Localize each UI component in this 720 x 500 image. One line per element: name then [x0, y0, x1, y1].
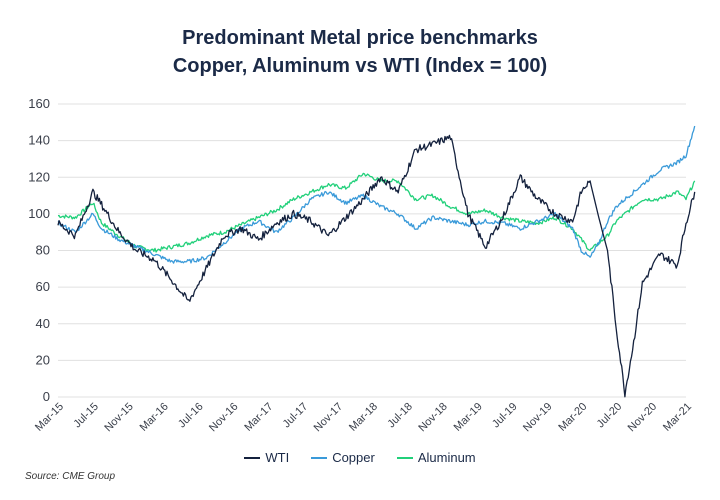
source-note: Source: CME Group	[25, 471, 116, 482]
series-line-copper	[57, 125, 696, 264]
x-tick-label: Jul-17	[281, 401, 311, 431]
x-tick-label: Jul-16	[176, 401, 206, 431]
y-tick-label: 20	[36, 352, 50, 367]
y-axis: 0 20 40 60 80 100 120 140 160	[28, 96, 50, 404]
y-tick-label: 80	[36, 243, 50, 258]
legend-swatch-wti	[244, 456, 261, 459]
legend-item-aluminum: Aluminum	[396, 450, 476, 465]
legend-swatch-copper	[311, 456, 328, 459]
legend-item-copper: Copper	[311, 450, 375, 465]
x-axis: Mar-15 Jul-15 Nov-15 Mar-16 Jul-16 Nov-16 Mar-…	[33, 401, 694, 435]
x-tick-label: Nov-16	[207, 401, 241, 435]
y-tick-label: 100	[28, 206, 50, 221]
legend-label-wti: WTI	[265, 450, 290, 465]
x-tick-label: Jul-19	[490, 401, 520, 431]
legend-item-wti: WTI	[244, 450, 289, 465]
x-tick-label: Mar-18	[347, 401, 380, 434]
x-tick-label: Nov-19	[521, 401, 555, 435]
gridlines	[58, 103, 686, 398]
legend-swatch-aluminum	[396, 456, 413, 459]
x-tick-label: Mar-17	[242, 401, 275, 434]
series-line-aluminum	[57, 172, 696, 253]
x-tick-label: Mar-19	[452, 401, 485, 434]
y-tick-label: 40	[36, 316, 50, 331]
chart-subtitle: Copper, Aluminum vs WTI (Index = 100)	[172, 55, 548, 77]
y-tick-label: 120	[28, 169, 50, 184]
x-tick-label: Nov-17	[312, 401, 346, 435]
legend-label-aluminum: Aluminum	[417, 450, 476, 465]
legend: WTI Copper Aluminum	[0, 450, 720, 465]
x-tick-label: Mar-21	[661, 401, 694, 434]
x-tick-label: Mar-20	[556, 401, 589, 434]
chart-title-block: Predominant Metal price benchmarks Coppe…	[0, 24, 720, 80]
x-tick-label: Mar-15	[33, 401, 66, 434]
x-tick-label: Nov-15	[102, 401, 136, 435]
x-tick-label: Nov-20	[626, 401, 660, 435]
x-tick-label: Nov-18	[416, 401, 450, 435]
series-lines	[57, 125, 696, 398]
chart-title: Predominant Metal price benchmarks	[182, 27, 538, 49]
y-tick-label: 0	[43, 389, 50, 404]
x-tick-label: Mar-16	[138, 401, 171, 434]
legend-label-copper: Copper	[332, 450, 375, 465]
y-tick-label: 160	[28, 96, 50, 111]
x-tick-label: Jul-20	[595, 401, 625, 431]
x-tick-label: Jul-15	[71, 401, 101, 431]
x-tick-label: Jul-18	[385, 401, 415, 431]
y-tick-label: 60	[36, 279, 50, 294]
y-tick-label: 140	[28, 133, 50, 148]
series-line-wti	[57, 134, 696, 398]
